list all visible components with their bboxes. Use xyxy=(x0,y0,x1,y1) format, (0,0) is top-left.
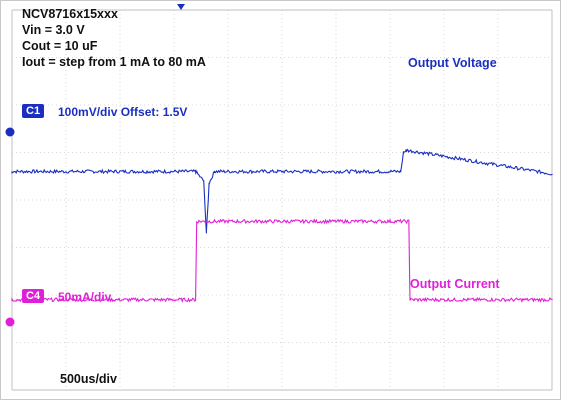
c1-badge: C1 xyxy=(22,104,45,118)
condition-cout: Cout = 10 uF xyxy=(22,39,98,53)
condition-vin: Vin = 3.0 V xyxy=(22,23,85,37)
c4-badge: C4 xyxy=(22,289,45,303)
voltage-trace xyxy=(11,148,553,234)
c4-scale-label: 50mA/div xyxy=(58,290,112,304)
c4-ground-marker xyxy=(5,317,15,327)
condition-iout: Iout = step from 1 mA to 80 mA xyxy=(22,55,206,69)
condition-device: NCV8716x15xxx xyxy=(22,7,118,21)
trigger-marker xyxy=(177,4,185,10)
c1-ground-marker xyxy=(5,127,15,137)
current-trace-label: Output Current xyxy=(410,277,500,291)
traces xyxy=(11,148,553,303)
graticule xyxy=(11,9,553,391)
timebase-label: 500us/div xyxy=(60,372,117,386)
current-trace xyxy=(11,218,553,303)
voltage-trace-label: Output Voltage xyxy=(408,56,497,70)
c1-scale-label: 100mV/div Offset: 1.5V xyxy=(58,105,188,119)
